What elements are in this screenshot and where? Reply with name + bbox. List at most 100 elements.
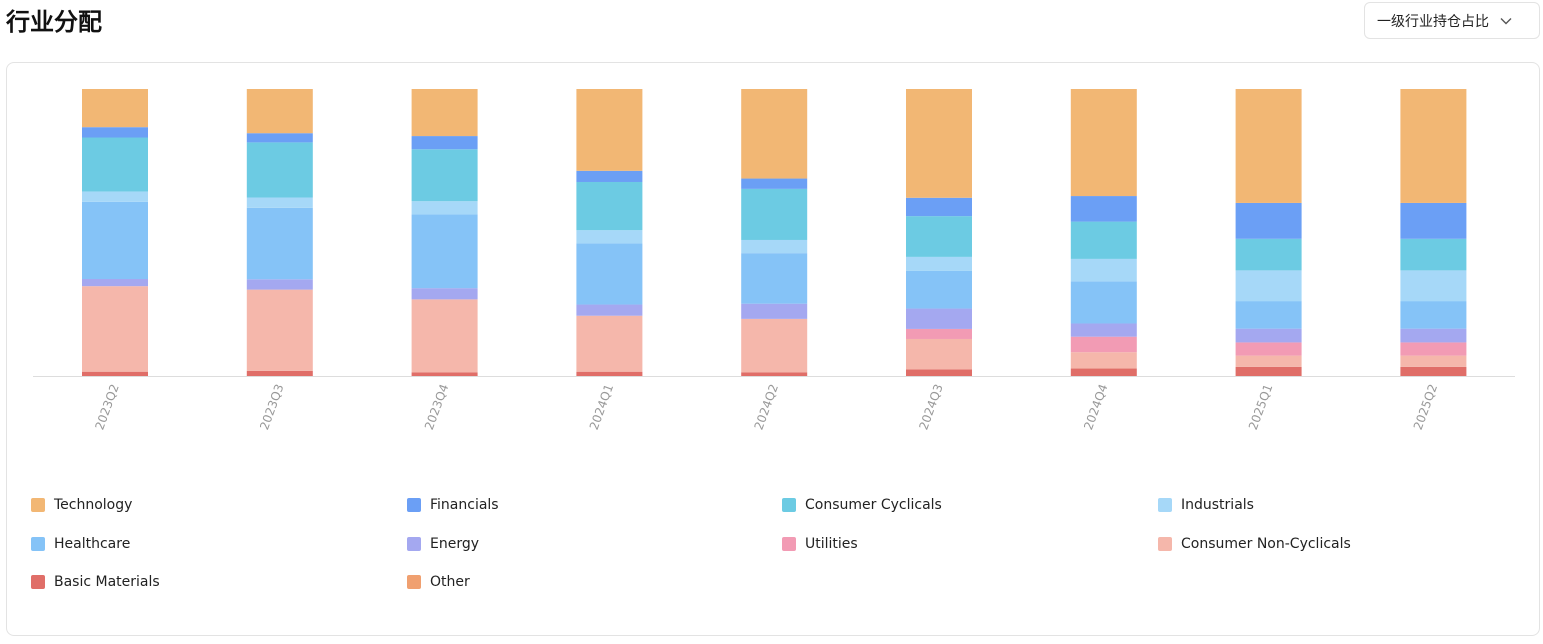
bar-segment-2023Q2-financials[interactable] — [82, 127, 148, 138]
sector-allocation-card: 2023Q2 2023Q3 2023Q4 2024Q1 2024Q2 2024Q3 2024… — [6, 62, 1540, 636]
bar-segment-2024Q4-financials[interactable] — [1070, 196, 1137, 222]
bar-segment-2024Q3-financials[interactable] — [906, 197, 972, 217]
bar-segment-2023Q4-technology[interactable] — [411, 89, 478, 137]
bar-segment-2025Q2-energy[interactable] — [1400, 328, 1467, 343]
bar-segment-2023Q3-technology[interactable] — [246, 89, 313, 134]
bar-segment-2024Q3-energy[interactable] — [906, 308, 972, 329]
legend-item-consumer-non-cyclicals[interactable]: Consumer Non-Cyclicals — [1158, 534, 1351, 554]
bar-segment-2025Q1-healthcare[interactable] — [1235, 301, 1302, 329]
bar-segment-2023Q4-financials[interactable] — [411, 136, 478, 150]
bar-segment-2024Q1-financials[interactable] — [576, 170, 643, 182]
legend-item-other[interactable]: Other — [407, 572, 470, 592]
bar-segment-2025Q1-financials[interactable] — [1235, 202, 1302, 239]
bar-segment-2024Q4-utilities[interactable] — [1070, 336, 1137, 353]
bar-segment-2025Q1-technology[interactable] — [1235, 89, 1302, 203]
bar-segment-2023Q2-industrials[interactable] — [82, 191, 148, 202]
page-title: 行业分配 — [6, 8, 102, 36]
bar-segment-2023Q3-industrials[interactable] — [246, 197, 313, 208]
bar-segment-2025Q1-consumer-non-cyclicals[interactable] — [1235, 355, 1302, 367]
bar-segment-2023Q2-consumer-non-cyclicals[interactable] — [82, 286, 148, 372]
bar-segment-2024Q2-financials[interactable] — [741, 178, 808, 189]
bar-segment-2025Q1-energy[interactable] — [1235, 328, 1302, 343]
bar-segment-2025Q2-consumer-cyclicals[interactable] — [1400, 238, 1467, 271]
bar-segment-2025Q1-utilities[interactable] — [1235, 342, 1302, 356]
bar-segment-2024Q3-industrials[interactable] — [906, 256, 972, 271]
bar-segment-2023Q3-financials[interactable] — [246, 133, 313, 143]
bar-segment-2023Q2-technology[interactable] — [82, 89, 148, 128]
legend-swatch — [407, 498, 421, 512]
bar-segment-2023Q3-healthcare[interactable] — [246, 207, 313, 280]
bar-segment-2024Q1-energy[interactable] — [576, 304, 643, 316]
legend-item-energy[interactable]: Energy — [407, 534, 479, 554]
legend-item-financials[interactable]: Financials — [407, 495, 499, 515]
bar-segment-2024Q2-industrials[interactable] — [741, 239, 808, 254]
bar-segment-2023Q4-consumer-non-cyclicals[interactable] — [411, 299, 478, 373]
legend-swatch — [782, 537, 796, 551]
bar-segment-2025Q2-industrials[interactable] — [1400, 270, 1467, 302]
legend-item-utilities[interactable]: Utilities — [782, 534, 858, 554]
bar-segment-2024Q1-industrials[interactable] — [576, 230, 643, 244]
bar-segment-2025Q2-consumer-non-cyclicals[interactable] — [1400, 355, 1467, 367]
bar-segment-2024Q2-consumer-cyclicals[interactable] — [741, 188, 808, 240]
bar-segment-2024Q3-utilities[interactable] — [906, 328, 972, 339]
bar-segment-2024Q4-consumer-cyclicals[interactable] — [1070, 221, 1137, 259]
bar-segment-2023Q2-basic-materials[interactable] — [82, 371, 148, 376]
bar-segment-2024Q3-basic-materials[interactable] — [906, 369, 972, 376]
holding-type-dropdown[interactable]: 一级行业持仓占比 — [1364, 2, 1540, 39]
bar-segment-2025Q2-basic-materials[interactable] — [1400, 366, 1467, 376]
bar-segment-2024Q1-consumer-non-cyclicals[interactable] — [576, 315, 643, 372]
x-tick-label: 2025Q2 — [1411, 382, 1440, 432]
bar-segment-2023Q4-basic-materials[interactable] — [411, 372, 478, 376]
legend-item-consumer-cyclicals[interactable]: Consumer Cyclicals — [782, 495, 942, 515]
bar-segment-2024Q1-consumer-cyclicals[interactable] — [576, 181, 643, 231]
bar-segment-2024Q1-healthcare[interactable] — [576, 243, 643, 305]
bar-segment-2025Q1-basic-materials[interactable] — [1235, 366, 1302, 376]
bar-segment-2023Q2-energy[interactable] — [82, 278, 148, 287]
bar-segment-2024Q3-consumer-cyclicals[interactable] — [906, 216, 972, 257]
bar-segment-2025Q2-healthcare[interactable] — [1400, 301, 1467, 329]
bar-segment-2023Q3-energy[interactable] — [246, 279, 313, 290]
legend-label: Consumer Non-Cyclicals — [1181, 536, 1351, 552]
x-tick-label: 2024Q1 — [587, 382, 616, 432]
bar-segment-2023Q4-energy[interactable] — [411, 288, 478, 300]
bar-segment-2023Q3-consumer-non-cyclicals[interactable] — [246, 289, 313, 371]
bar-segment-2024Q4-healthcare[interactable] — [1070, 281, 1137, 324]
legend-item-industrials[interactable]: Industrials — [1158, 495, 1254, 515]
bar-segment-2023Q4-industrials[interactable] — [411, 201, 478, 215]
legend-swatch — [407, 575, 421, 589]
bar-segment-2025Q2-utilities[interactable] — [1400, 342, 1467, 356]
legend-label: Basic Materials — [54, 574, 160, 590]
bar-segment-2024Q4-consumer-non-cyclicals[interactable] — [1070, 352, 1137, 369]
legend-item-technology[interactable]: Technology — [31, 495, 132, 515]
bar-segment-2025Q2-financials[interactable] — [1400, 202, 1467, 239]
bar-segment-2025Q1-consumer-cyclicals[interactable] — [1235, 238, 1302, 271]
bar-segment-2023Q4-consumer-cyclicals[interactable] — [411, 149, 478, 202]
bar-segment-2024Q2-consumer-non-cyclicals[interactable] — [741, 318, 808, 373]
legend-label: Technology — [54, 497, 133, 513]
bar-segment-2023Q3-consumer-cyclicals[interactable] — [246, 142, 313, 198]
bar-segment-2023Q2-consumer-cyclicals[interactable] — [82, 137, 148, 192]
bar-segment-2024Q1-technology[interactable] — [576, 89, 643, 171]
bar-segment-2024Q4-basic-materials[interactable] — [1070, 368, 1137, 376]
bar-segment-2024Q2-healthcare[interactable] — [741, 253, 808, 304]
bar-segment-2025Q1-industrials[interactable] — [1235, 270, 1302, 302]
bar-segment-2024Q4-industrials[interactable] — [1070, 258, 1137, 282]
bar-segment-2024Q2-energy[interactable] — [741, 303, 808, 319]
legend-label: Other — [430, 574, 470, 590]
legend-label: Financials — [430, 497, 499, 513]
bar-segment-2023Q3-basic-materials[interactable] — [246, 370, 313, 376]
bar-segment-2024Q4-technology[interactable] — [1070, 89, 1137, 197]
bar-segment-2024Q3-technology[interactable] — [906, 89, 972, 198]
bar-segment-2024Q3-consumer-non-cyclicals[interactable] — [906, 338, 972, 370]
bar-segment-2024Q2-technology[interactable] — [741, 89, 808, 179]
chevron-down-icon — [1500, 17, 1512, 24]
bar-segment-2025Q2-technology[interactable] — [1400, 89, 1467, 203]
legend-item-healthcare[interactable]: Healthcare — [31, 534, 130, 554]
bar-segment-2024Q3-healthcare[interactable] — [906, 270, 972, 309]
legend-item-basic-materials[interactable]: Basic Materials — [31, 572, 160, 592]
bar-segment-2024Q4-energy[interactable] — [1070, 323, 1137, 337]
bar-segment-2024Q1-basic-materials[interactable] — [576, 371, 643, 376]
bar-segment-2023Q2-healthcare[interactable] — [82, 201, 148, 279]
bar-segment-2024Q2-basic-materials[interactable] — [741, 372, 808, 376]
bar-segment-2023Q4-healthcare[interactable] — [411, 214, 478, 289]
